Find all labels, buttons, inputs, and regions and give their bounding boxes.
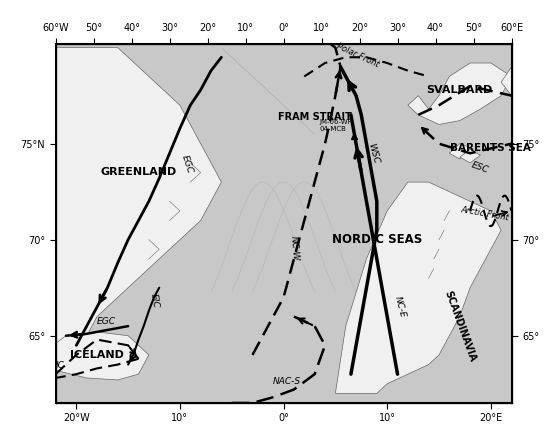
Polygon shape (460, 149, 480, 163)
Text: WSC: WSC (366, 142, 380, 165)
Text: NC-W: NC-W (289, 235, 300, 261)
Text: ESC: ESC (470, 160, 490, 174)
Text: ICELAND: ICELAND (70, 350, 124, 360)
Text: NC-E: NC-E (393, 295, 407, 318)
Text: Polar Front: Polar Front (335, 41, 381, 69)
Text: Arctic Front: Arctic Front (460, 205, 509, 223)
Text: EIC: EIC (149, 293, 160, 309)
Polygon shape (35, 332, 149, 380)
Text: SCANDINAVIA: SCANDINAVIA (442, 289, 477, 363)
Text: GREENLAND: GREENLAND (101, 167, 177, 177)
Text: NORDIC SEAS: NORDIC SEAS (332, 233, 422, 246)
Text: JM-06-WP-
04-MCB: JM-06-WP- 04-MCB (320, 119, 355, 132)
Text: BARENTS SEA: BARENTS SEA (450, 142, 531, 152)
Text: SVALBARD: SVALBARD (426, 85, 493, 95)
Text: FRAM STRAIT: FRAM STRAIT (278, 112, 351, 122)
Text: NAC-S: NAC-S (273, 377, 301, 386)
Text: EGC: EGC (180, 154, 195, 174)
Polygon shape (501, 67, 543, 102)
Polygon shape (408, 63, 512, 124)
Polygon shape (56, 48, 221, 364)
Polygon shape (449, 144, 470, 159)
Text: EGC: EGC (97, 317, 116, 326)
Polygon shape (335, 182, 501, 393)
Text: IC: IC (56, 361, 64, 371)
